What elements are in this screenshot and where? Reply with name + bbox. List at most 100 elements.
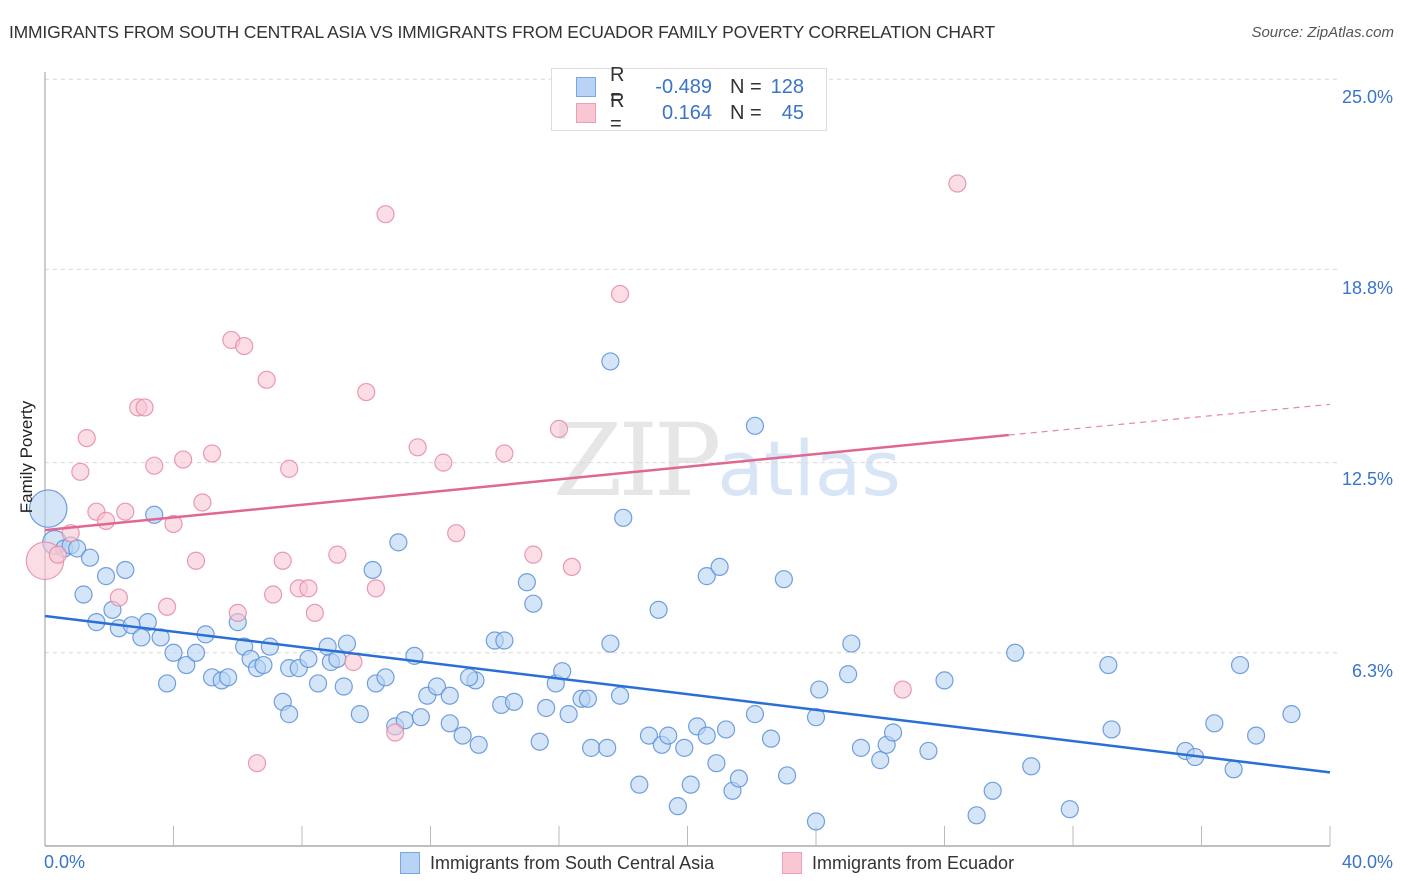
data-point	[334, 677, 353, 696]
legend-r-label: R =	[610, 64, 625, 109]
y-tick-label: 6.3%	[1351, 661, 1393, 681]
data-point	[308, 674, 328, 693]
data-point	[578, 689, 598, 708]
data-point	[562, 557, 581, 577]
data-point	[697, 567, 716, 586]
trend-line-south-central-asia	[44, 614, 1331, 774]
data-point	[228, 603, 247, 623]
data-point	[157, 674, 177, 693]
legend-row-south-central-asia: R = -0.489 N = 128	[576, 64, 804, 109]
data-point	[681, 775, 700, 794]
data-point	[299, 579, 318, 598]
legend-row-ecuador: R = 0.164 N = 45	[576, 90, 804, 135]
data-point	[1205, 714, 1224, 733]
data-point	[839, 665, 858, 684]
data-point	[707, 754, 726, 773]
data-point	[260, 637, 279, 656]
x-tick-label-min: 0.0%	[44, 852, 86, 872]
legend-swatch-blue	[400, 852, 420, 874]
series-south-central-asia	[28, 352, 1301, 831]
data-point	[610, 284, 630, 304]
data-point	[537, 698, 556, 718]
data-point	[630, 775, 649, 794]
legend-label: Immigrants from Ecuador	[812, 852, 1015, 873]
data-point	[495, 444, 514, 463]
y-tick-label: 12.5%	[1341, 469, 1393, 489]
data-point	[524, 594, 543, 613]
data-point	[389, 533, 408, 552]
data-point	[77, 428, 96, 448]
data-point	[366, 579, 385, 598]
data-point	[668, 797, 687, 816]
legend-n-value: 45	[781, 101, 804, 124]
data-point	[408, 438, 427, 457]
data-point	[447, 524, 466, 543]
correlation-legend: R = -0.489 N = 128 R = 0.164 N = 45	[551, 64, 827, 135]
data-point	[582, 738, 601, 757]
legend-r-label: R =	[610, 90, 625, 135]
trend-line-ecuador-extrapolated	[1008, 403, 1331, 436]
data-point	[614, 508, 633, 527]
data-point	[434, 453, 453, 472]
data-point	[1282, 705, 1301, 724]
data-point	[610, 686, 630, 705]
data-point	[138, 613, 157, 632]
data-point	[80, 548, 100, 567]
series-ecuador	[25, 174, 967, 773]
data-point	[601, 634, 620, 653]
data-point	[254, 655, 273, 675]
axes	[44, 72, 1331, 847]
y-axis-label: Family Poverty	[17, 400, 36, 514]
data-point	[247, 754, 267, 773]
series-legend: Immigrants from South Central Asia Immig…	[0, 852, 1406, 878]
data-point	[559, 705, 578, 724]
data-point	[174, 450, 193, 469]
data-point	[871, 751, 890, 770]
data-point	[299, 649, 318, 669]
data-point	[453, 726, 472, 745]
data-point	[273, 551, 292, 570]
trend-lines	[44, 403, 1331, 774]
data-point	[164, 643, 183, 662]
data-point	[280, 705, 299, 724]
data-point	[639, 726, 659, 745]
data-point	[344, 652, 363, 672]
data-point	[337, 634, 357, 653]
data-point	[376, 205, 395, 224]
data-point	[186, 643, 206, 662]
data-point	[68, 539, 87, 558]
data-point	[459, 668, 479, 687]
data-point	[806, 812, 826, 831]
data-point	[96, 511, 116, 530]
data-point	[893, 680, 912, 699]
data-point	[328, 545, 347, 564]
data-point	[710, 557, 729, 577]
data-point	[777, 766, 797, 785]
data-point	[177, 655, 196, 675]
data-point	[263, 585, 283, 604]
data-point	[601, 352, 620, 371]
source-credit: Source: ZipAtlas.com	[1251, 24, 1394, 41]
y-tick-label: 25.0%	[1341, 87, 1393, 107]
data-point	[649, 600, 668, 619]
legend-swatch-pink	[782, 852, 802, 874]
legend-n-value: 128	[770, 75, 804, 98]
data-point	[193, 493, 212, 512]
data-point	[530, 732, 549, 751]
data-point	[517, 573, 536, 592]
data-point	[202, 444, 222, 463]
data-point	[675, 738, 694, 757]
legend-swatch-pink	[576, 103, 596, 123]
data-point	[48, 545, 67, 564]
legend-swatch-blue	[576, 77, 596, 97]
data-point	[524, 545, 543, 564]
data-point	[883, 723, 903, 742]
chart-title: IMMIGRANTS FROM SOUTH CENTRAL ASIA VS IM…	[9, 22, 995, 42]
data-point	[357, 382, 376, 402]
data-point	[948, 174, 967, 193]
x-tick-label-max: 40.0%	[1341, 852, 1393, 872]
data-point	[729, 769, 749, 788]
data-point	[1102, 720, 1121, 739]
data-point	[28, 489, 68, 528]
data-point	[1224, 760, 1243, 779]
